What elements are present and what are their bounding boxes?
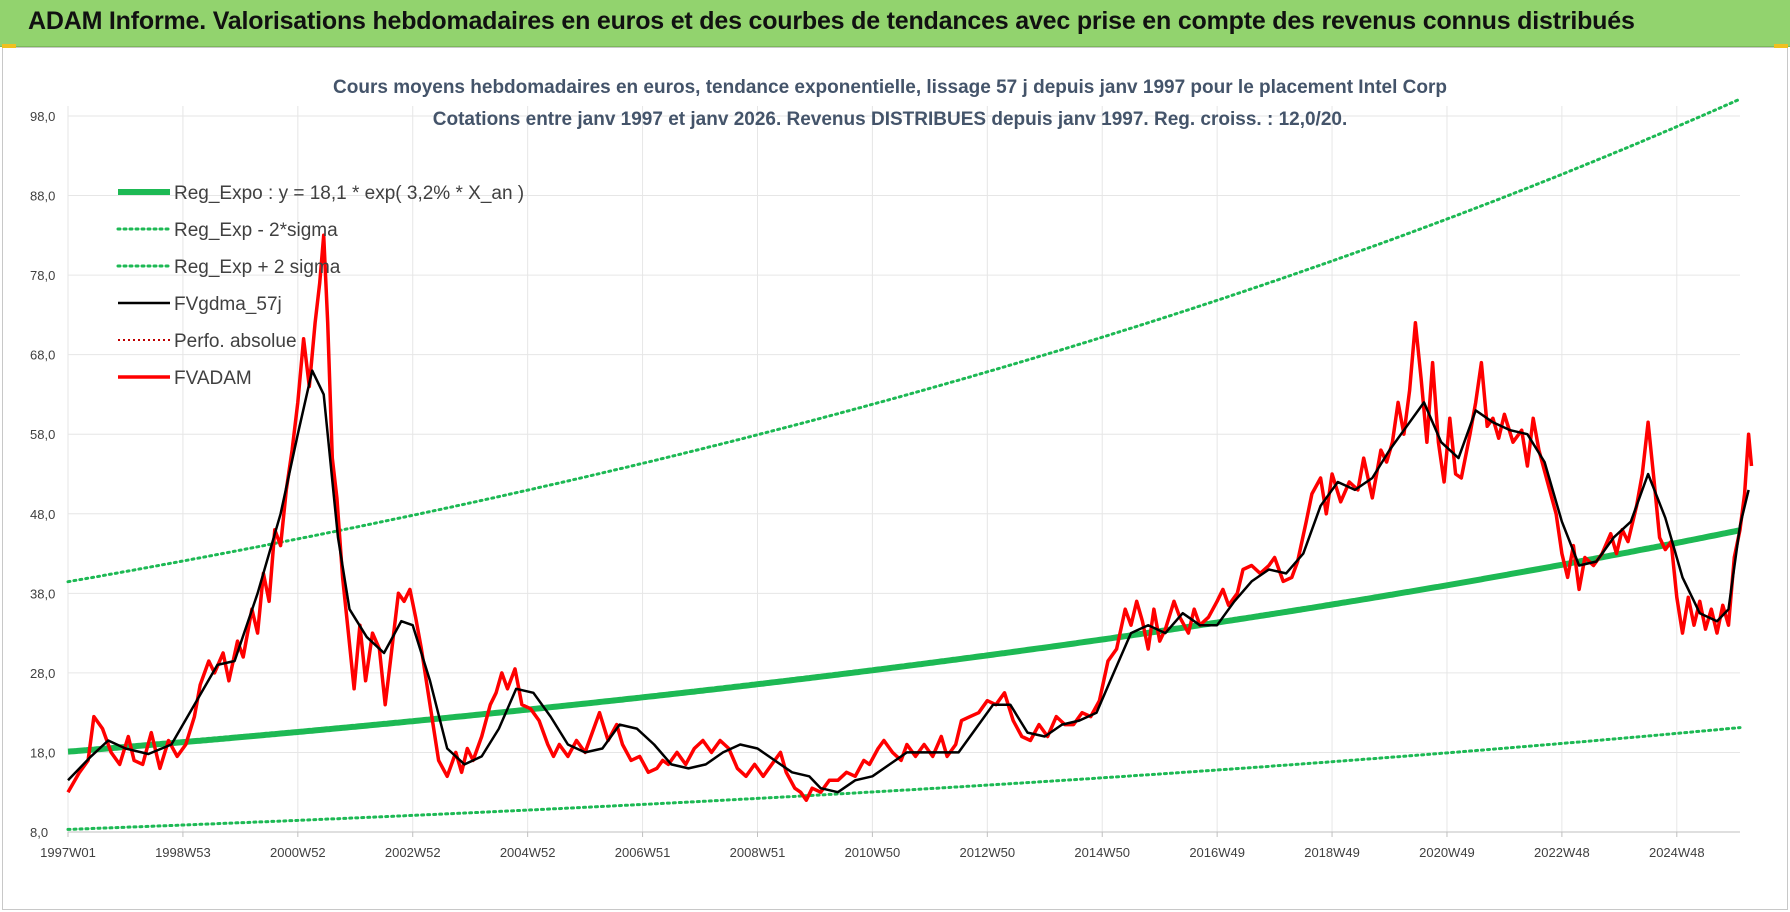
x-axis-ticks: 1997W01 1998W53 2000W52 2002W52 2004W52 2006W… [40, 845, 1704, 860]
legend: Reg_Expo : y = 18,1 * exp( 3,2% * X_an )… [116, 183, 524, 389]
legend-label: Reg_Expo : y = 18,1 * exp( 3,2% * X_an ) [174, 183, 524, 204]
series-line-smooth [67, 369, 1750, 794]
y-axis-ticks: 8,0 18,0 28,0 38,0 48,0 58,0 68,0 78,0 88,0 98,0 [30, 109, 55, 840]
legend-label: Reg_Exp - 2*sigma [174, 220, 338, 241]
y-tick-label: 78,0 [30, 268, 55, 283]
x-tick-label: 1998W53 [155, 845, 211, 860]
x-tick-label: 2010W50 [845, 845, 901, 860]
series-line-lower [66, 726, 1742, 831]
grid-lines [67, 106, 1740, 837]
chart-title-line-2: Cotations entre janv 1997 et janv 2026. … [433, 109, 1348, 130]
legend-label: Reg_Exp + 2 sigma [174, 257, 341, 278]
y-tick-label: 98,0 [30, 109, 55, 124]
y-tick-label: 68,0 [30, 348, 55, 363]
legend-label: FVgdma_57j [174, 294, 282, 315]
x-tick-label: 2002W52 [385, 845, 441, 860]
x-tick-label: 2018W49 [1304, 845, 1360, 860]
report-title: ADAM Informe. Valorisations hebdomadaire… [28, 7, 1635, 35]
y-tick-label: 28,0 [30, 666, 55, 681]
y-tick-label: 48,0 [30, 507, 55, 522]
x-tick-label: 2006W51 [615, 845, 671, 860]
x-tick-label: 2008W51 [730, 845, 786, 860]
series-line-reg [67, 527, 1741, 755]
y-tick-label: 88,0 [30, 189, 55, 204]
report-banner: ADAM Informe. Valorisations hebdomadaire… [0, 0, 1790, 47]
frame-corner-marker [2, 44, 16, 48]
series-line-raw [66, 233, 1754, 802]
frame-corner-marker [1774, 44, 1788, 48]
x-tick-label: 2000W52 [270, 845, 326, 860]
x-tick-label: 2022W48 [1534, 845, 1590, 860]
legend-label: Perfo. absolue [174, 331, 297, 352]
y-tick-label: 38,0 [30, 586, 55, 601]
series-lines [66, 97, 1754, 831]
x-tick-label: 2014W50 [1074, 845, 1130, 860]
chart-title-line-1: Cours moyens hebdomadaires en euros, ten… [333, 77, 1447, 98]
y-tick-label: 8,0 [30, 825, 48, 840]
x-tick-label: 1997W01 [40, 845, 96, 860]
x-tick-label: 2012W50 [959, 845, 1015, 860]
y-tick-label: 18,0 [30, 745, 55, 760]
y-tick-label: 58,0 [30, 427, 55, 442]
x-tick-label: 2020W49 [1419, 845, 1475, 860]
x-tick-label: 2004W52 [500, 845, 556, 860]
series-line-upper [66, 97, 1742, 584]
legend-label: FVADAM [174, 368, 252, 389]
x-tick-label: 2016W49 [1189, 845, 1245, 860]
chart-frame [2, 47, 1788, 910]
x-tick-label: 2024W48 [1649, 845, 1705, 860]
chart-title: Cours moyens hebdomadaires en euros, ten… [333, 77, 1447, 130]
